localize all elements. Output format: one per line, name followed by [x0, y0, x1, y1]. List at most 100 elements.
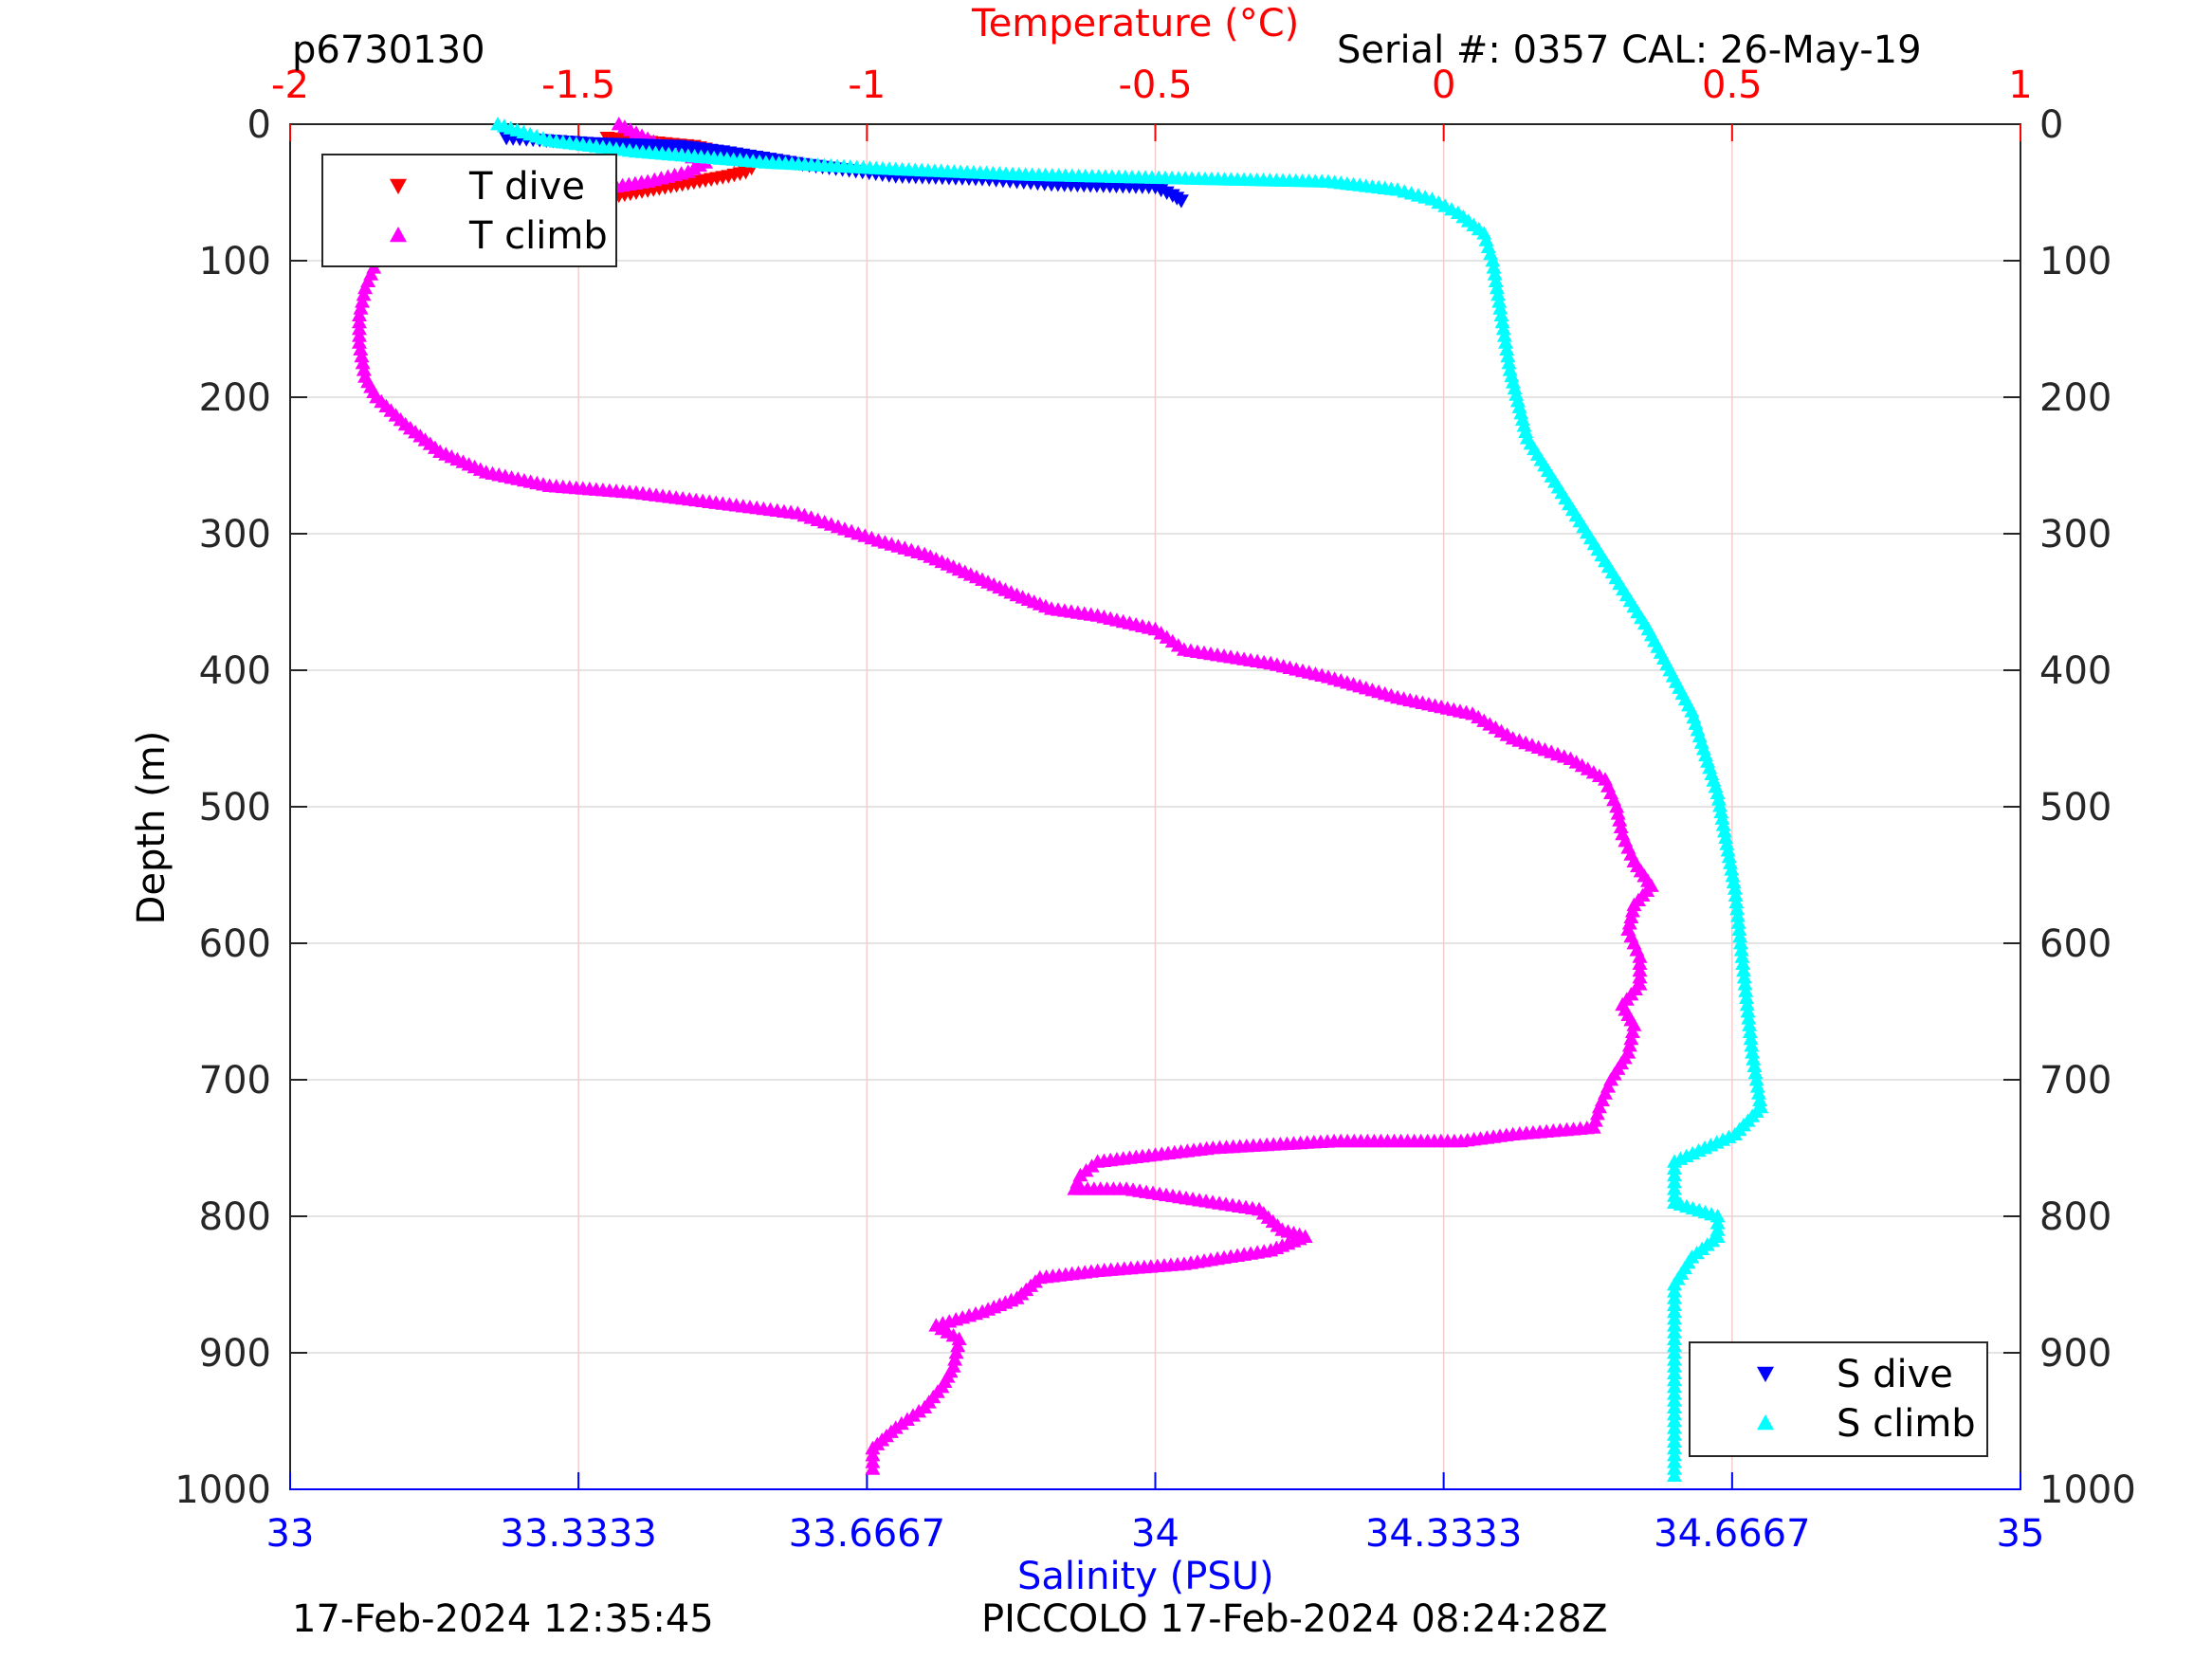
data-point	[1485, 253, 1501, 267]
data-point	[1626, 1017, 1642, 1031]
data-point	[1494, 314, 1510, 329]
salinity-tick-label: 33.3333	[500, 1512, 656, 1556]
depth-tick-label-right: 500	[2039, 786, 2111, 830]
data-point	[1624, 1024, 1640, 1038]
data-point	[1173, 194, 1189, 209]
depth-tick-label-right: 0	[2039, 103, 2063, 147]
data-point	[1621, 1038, 1637, 1052]
data-point	[1750, 1085, 1766, 1100]
data-point	[1667, 1468, 1682, 1482]
data-point	[1667, 1181, 1682, 1195]
data-point	[1728, 894, 1745, 909]
data-point	[951, 1331, 967, 1345]
legend-marker	[390, 178, 407, 194]
data-point	[1667, 1386, 1682, 1400]
data-point	[1488, 273, 1504, 287]
depth-tick-label-left: 700	[199, 1059, 271, 1103]
depth-tick-label-right: 800	[2039, 1195, 2111, 1239]
data-point	[1712, 798, 1728, 812]
legend-layer: T dive T climb S dive S climb	[321, 154, 1988, 1457]
data-point	[1731, 921, 1747, 936]
depth-tick-label-left: 600	[199, 922, 271, 966]
data-point	[1746, 1058, 1763, 1072]
depth-tick-label-right: 1000	[2039, 1468, 2136, 1512]
data-point	[1714, 811, 1730, 825]
data-point	[1493, 307, 1509, 321]
plot-id: p6730130	[292, 28, 485, 72]
data-point	[1732, 936, 1748, 950]
temperature-tick-label: 0.5	[1702, 64, 1763, 107]
data-point	[1709, 1215, 1726, 1230]
depth-tick-label-right: 700	[2039, 1059, 2111, 1103]
data-point	[1744, 1038, 1760, 1052]
data-point	[1621, 916, 1637, 930]
data-point	[1729, 902, 1746, 916]
data-point	[1726, 874, 1742, 889]
data-point	[1739, 990, 1755, 1004]
legend-box	[1689, 1341, 1988, 1457]
data-point	[353, 301, 369, 315]
data-point	[1492, 301, 1508, 315]
data-point	[1721, 848, 1737, 864]
data-point	[1728, 887, 1744, 902]
data-point	[355, 294, 371, 308]
data-point	[1737, 976, 1753, 991]
data-point	[353, 341, 369, 356]
data-point	[1752, 1092, 1768, 1106]
data-point	[1612, 812, 1628, 827]
data-point	[1667, 1318, 1682, 1332]
data-point	[865, 1454, 881, 1468]
data-point	[1727, 881, 1743, 895]
temperature-tick-label: -1	[848, 64, 886, 107]
serial-cal-label: Serial #: 0357 CAL: 26-May-19	[1337, 28, 1922, 72]
depth-tick-label-right: 100	[2039, 240, 2111, 283]
data-point	[1713, 804, 1729, 819]
depth-tick-label-left: 300	[199, 513, 271, 556]
data-point	[1609, 799, 1625, 813]
depth-tick-label-left: 0	[247, 103, 271, 147]
data-point	[1486, 260, 1502, 274]
legend-label: S dive	[1837, 1353, 1953, 1396]
data-point	[1496, 328, 1512, 342]
temperature-tick-label: -0.5	[1118, 64, 1192, 107]
legend-marker	[1757, 1414, 1774, 1431]
data-point	[1742, 1024, 1758, 1038]
data-point	[1501, 356, 1517, 370]
depth-tick-label-left: 900	[199, 1332, 271, 1376]
data-point	[1724, 862, 1740, 876]
data-point	[1736, 970, 1752, 984]
depth-tick-label-left: 400	[199, 649, 271, 693]
data-point	[865, 1461, 881, 1475]
data-point	[1623, 909, 1639, 924]
data-point	[1715, 817, 1731, 831]
salinity-tick-label: 34.3333	[1365, 1512, 1522, 1556]
data-point	[1667, 1284, 1682, 1298]
data-point	[1499, 341, 1515, 356]
data-point	[1623, 1030, 1639, 1046]
tick-layer: 0 0 100 100 200 200 300 300 400 400 500 500 600 600 70…	[174, 64, 2136, 1556]
data-point	[1723, 855, 1739, 869]
depth-tick-label-left: 1000	[174, 1468, 271, 1512]
temperature-tick-label: 0	[1432, 64, 1455, 107]
salinity-tick-label: 33.6667	[789, 1512, 945, 1556]
data-point	[1739, 996, 1755, 1012]
salinity-tick-label: 35	[1997, 1512, 2045, 1556]
data-point	[1624, 903, 1640, 918]
legend-marker	[390, 227, 407, 243]
depth-tick-label-left: 100	[199, 240, 271, 283]
depth-tick-label-right: 600	[2039, 922, 2111, 966]
data-point	[356, 362, 372, 376]
depth-axis-label: Depth (m)	[130, 730, 174, 925]
data-point	[1742, 1017, 1758, 1031]
depth-tick-label-right: 900	[2039, 1332, 2111, 1376]
legend-label: T climb	[468, 214, 608, 258]
data-point	[1495, 321, 1511, 336]
data-point	[1749, 1079, 1765, 1093]
data-point	[352, 335, 367, 349]
data-point	[947, 1352, 963, 1366]
data-point	[1489, 280, 1505, 295]
series-s-climb	[490, 117, 1769, 1482]
data-point	[1746, 1051, 1762, 1066]
data-point	[1730, 915, 1746, 929]
